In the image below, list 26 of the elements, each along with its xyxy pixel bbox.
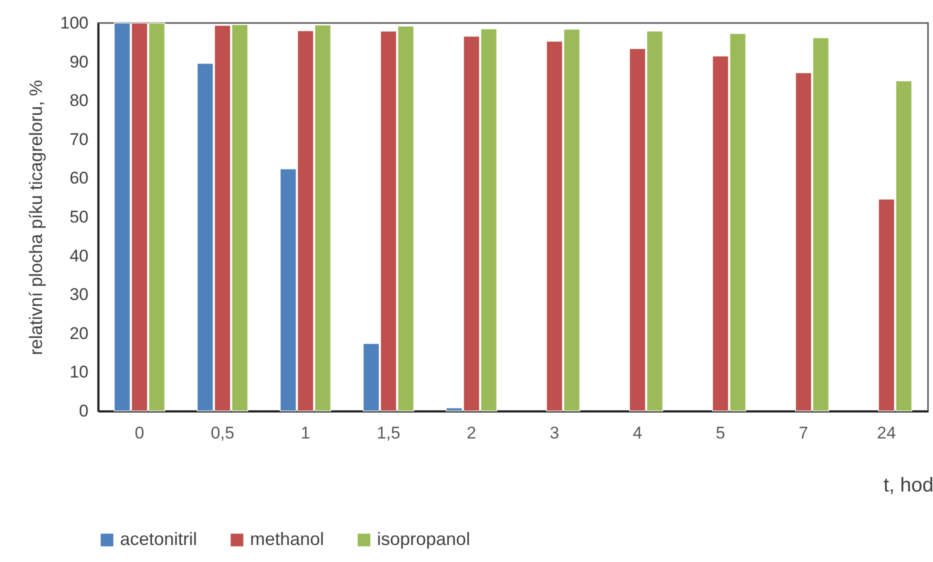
y-tick-label: 60 — [70, 168, 88, 188]
x-tick-label: 4 — [632, 424, 642, 442]
y-tick-label: 90 — [70, 52, 88, 72]
y-tick-label: 20 — [70, 324, 88, 343]
legend-label: methanol — [250, 529, 324, 549]
y-tick-label: 0 — [79, 402, 88, 420]
legend-label: acetonitril — [120, 529, 198, 549]
legend-label: isopropanol — [377, 529, 470, 549]
y-tick-label: 40 — [70, 246, 88, 266]
y-tick-label: 50 — [70, 208, 88, 226]
x-tick-label: 3 — [550, 424, 560, 442]
x-tick-label: 2 — [466, 424, 476, 442]
x-tick-label: 5 — [716, 424, 726, 442]
y-tick-label: 30 — [70, 285, 88, 304]
y-axis-title: relativní plocha píku ticagreloru, % — [26, 80, 46, 356]
y-tick-label: 80 — [70, 91, 88, 110]
x-tick-label: 0 — [134, 424, 144, 442]
x-tick-label: 24 — [877, 424, 896, 442]
x-tick-label: 7 — [798, 424, 808, 442]
x-tick-label: 1,5 — [376, 424, 400, 442]
x-axis-title: t, hod — [883, 474, 933, 496]
x-tick-label: 1 — [300, 424, 310, 442]
y-tick-label: 10 — [70, 362, 88, 382]
y-tick-label: 70 — [70, 130, 88, 149]
x-tick-label: 0,5 — [210, 424, 234, 442]
y-tick-label: 100 — [60, 14, 88, 32]
